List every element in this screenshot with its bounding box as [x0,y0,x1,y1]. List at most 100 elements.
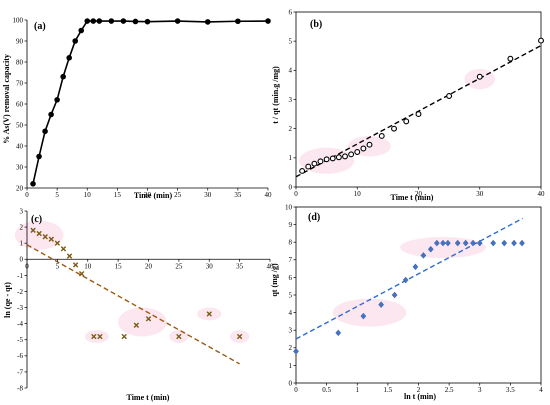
chart-d-fit [295,217,523,340]
y-tick-label: 50 [16,121,24,129]
highlight-blob [84,330,110,343]
data-point [391,125,397,132]
x-tick-label: 0 [294,190,298,198]
data-point [60,246,67,252]
data-point [335,154,342,161]
data-point [36,230,42,237]
x-tick-label: 5 [55,191,59,199]
data-point [360,145,367,152]
data-point [48,236,54,242]
y-tick-label: -2 [17,288,23,296]
x-tick-label: 35 [234,191,242,199]
y-tick-label: 9 [289,221,293,229]
y-tick-label: 80 [16,58,24,66]
y-tick-label: 6 [289,274,293,282]
data-point [72,38,78,44]
x-tick-label: 10 [354,190,362,198]
data-point [91,333,97,340]
x-tick-label: 25 [174,191,182,199]
x-tick-label: 2.5 [445,386,454,394]
data-point [402,276,409,284]
y-tick-label: 20 [16,184,24,192]
data-point [323,156,330,163]
data-point [265,18,271,24]
chart-c-pink [14,220,250,343]
data-point [360,312,367,320]
data-point [293,348,299,355]
y-tick-label: 7 [289,256,293,264]
data-point [30,227,36,234]
data-point [84,18,91,24]
x-tick-label: 20 [144,191,152,199]
data-point [120,18,127,24]
x-tick-label: 10 [84,191,92,199]
y-tick-label: 2 [20,223,24,231]
x-tick-label: 20 [415,190,423,198]
chart-d-xlabel: ln t (min) [404,392,436,401]
data-point [445,239,451,247]
fit-line [295,217,523,340]
data-point [501,239,508,247]
data-point [36,153,42,160]
data-point [354,149,361,155]
data-point [78,271,85,277]
data-point [476,73,483,80]
data-point [470,239,476,247]
y-tick-label: 4 [289,67,293,75]
data-point [348,151,355,158]
data-point [133,322,140,328]
chart-b-xlabel: Time t (min) [391,193,434,202]
data-point [174,18,181,24]
chart-a-axes [26,20,268,189]
data-point [42,128,48,135]
x-tick-label: 30 [476,190,484,198]
chart-d-xticks: 0 0.5 1 1.5 2 2.5 3 3.5 4 [294,383,543,394]
plot-frame [295,206,542,384]
data-point [511,239,517,247]
data-point [299,168,306,174]
data-point [121,333,127,340]
data-point [66,253,73,259]
data-point [311,160,318,167]
data-point [236,333,243,340]
y-tick-label: -7 [17,368,23,376]
data-point [305,163,312,170]
x-tick-label: 25 [175,262,183,270]
data-point [446,93,453,99]
data-point [30,181,36,187]
data-point [490,239,497,247]
x-tick-label: 40 [265,191,273,199]
chart-b-xticks: 0 10 20 30 40 [294,187,545,198]
chart-c-panel-label: (c) [31,214,42,225]
chart-c-ylabel: ln (qe - qt) [3,282,12,318]
data-point [403,118,410,125]
data-point [412,263,419,271]
data-point [335,329,342,337]
chart-a-series [30,18,271,187]
y-tick-label: -1 [17,272,23,280]
x-tick-label: 35 [236,262,244,270]
data-point [462,239,469,247]
data-point [391,291,398,299]
chart-b-yticks: 0 1 2 3 4 5 6 [289,8,296,191]
chart-a: 0 5 10 15 20 25 30 35 40 20 30 40 50 60 70 80 90 100 (a)… [2,16,272,200]
x-tick-label: 30 [204,191,212,199]
chart-a-xlabel: Time (min) [134,191,173,200]
x-tick-label: 40 [538,190,546,198]
data-point [144,18,151,25]
data-point [176,333,182,340]
chart-d: 0 0.5 1 1.5 2 2.5 3 3.5 4 0 1 2 3 4 5 6 7 8 9 10 (d) ln t … [270,203,543,401]
x-tick-label: 0 [25,191,29,199]
data-point [366,141,373,148]
chart-a-ylabel: % As(V) removal capacity [2,54,11,144]
data-point [90,18,97,24]
y-tick-label: 5 [289,38,293,46]
highlight-blob [332,298,407,327]
x-tick-label: 4 [539,386,543,394]
chart-c-xlabel: Time t (min) [127,393,170,402]
x-tick-label: 1.5 [384,386,393,394]
y-tick-label: 30 [16,163,24,171]
chart-c-axes [26,211,270,388]
y-tick-label: -5 [17,336,23,344]
